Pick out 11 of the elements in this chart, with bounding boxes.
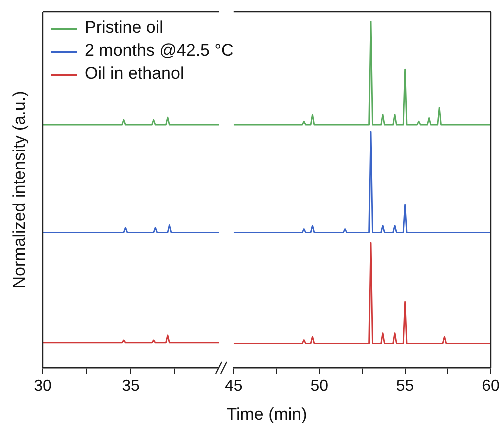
legend-label: 2 months @42.5 °C xyxy=(85,41,234,60)
y-axis-title: Normalized intensity (a.u.) xyxy=(10,91,30,289)
x-tick-label: 45 xyxy=(225,378,243,396)
x-tick-label: 55 xyxy=(396,378,414,396)
x-tick-label: 50 xyxy=(310,378,329,396)
x-tick-label: 60 xyxy=(482,378,500,396)
legend-label: Oil in ethanol xyxy=(85,64,184,83)
x-axis-title: Time (min) xyxy=(226,405,308,425)
x-tick-label: 30 xyxy=(34,378,52,396)
legend-label: Pristine oil xyxy=(85,18,164,37)
x-tick-label: 35 xyxy=(122,378,140,396)
